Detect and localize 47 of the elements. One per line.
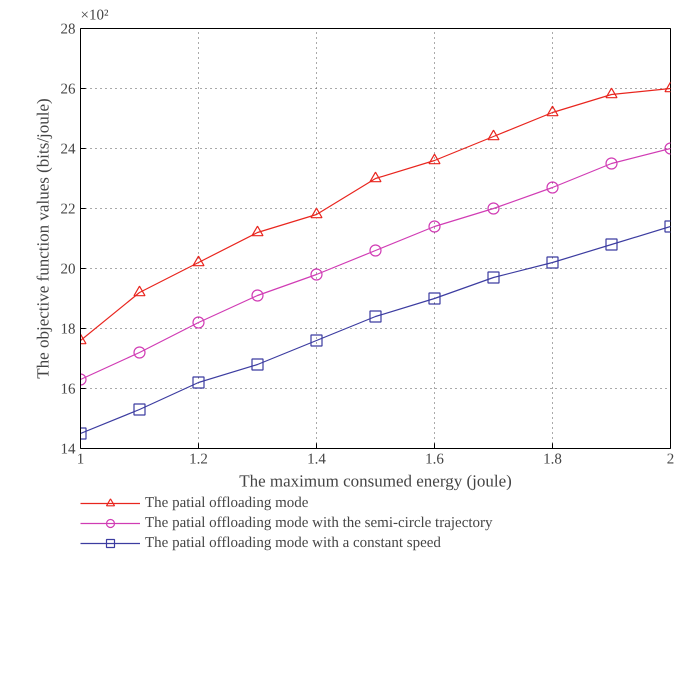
point <box>546 181 559 194</box>
text: ×10² <box>80 8 109 24</box>
x-tick-label: 1.8 <box>543 452 562 468</box>
point <box>605 238 618 251</box>
y-tick-label: 26 <box>60 82 76 98</box>
point <box>546 256 559 269</box>
point <box>605 88 618 98</box>
point <box>251 226 264 236</box>
y-tick-label: 20 <box>60 262 76 278</box>
point <box>487 130 500 140</box>
point <box>369 172 382 182</box>
point <box>487 202 500 215</box>
point <box>192 316 205 329</box>
point <box>605 157 618 170</box>
x-tick-label: 2 <box>666 452 674 468</box>
point <box>310 334 323 347</box>
point <box>251 289 264 302</box>
point <box>546 106 559 116</box>
y-tick-label: 24 <box>60 142 76 158</box>
point <box>133 403 146 416</box>
point <box>133 286 146 296</box>
x-tick-label: 1 <box>76 452 84 468</box>
legend-label: The patial offloading mode <box>145 494 308 512</box>
x-axis-title: The maximum consumed energy (joule) <box>239 472 512 490</box>
point <box>428 292 441 305</box>
point <box>192 376 205 389</box>
legend-label: The patial offloading mode with a constant speed <box>145 534 441 552</box>
point <box>310 268 323 281</box>
y-tick-label: 16 <box>60 382 76 398</box>
y-tick-label: 22 <box>60 202 76 218</box>
y-axis-title: The objective function values (bits/joule) <box>34 98 52 379</box>
y-tick-label: 28 <box>60 22 76 38</box>
point <box>251 358 264 371</box>
legend-label: The patial offloading mode with the semi-circle trajectory <box>145 514 493 532</box>
point <box>487 271 500 284</box>
x-tick-label: 1.4 <box>307 452 326 468</box>
point <box>428 220 441 233</box>
point <box>192 256 205 266</box>
y-tick-label: 18 <box>60 322 76 338</box>
point <box>369 244 382 257</box>
x-tick-label: 1.6 <box>425 452 444 468</box>
point <box>428 154 441 164</box>
x-tick-label: 1.2 <box>189 452 208 468</box>
point <box>310 208 323 218</box>
y-tick-label: 14 <box>60 442 76 458</box>
point <box>133 346 146 359</box>
point <box>369 310 382 323</box>
